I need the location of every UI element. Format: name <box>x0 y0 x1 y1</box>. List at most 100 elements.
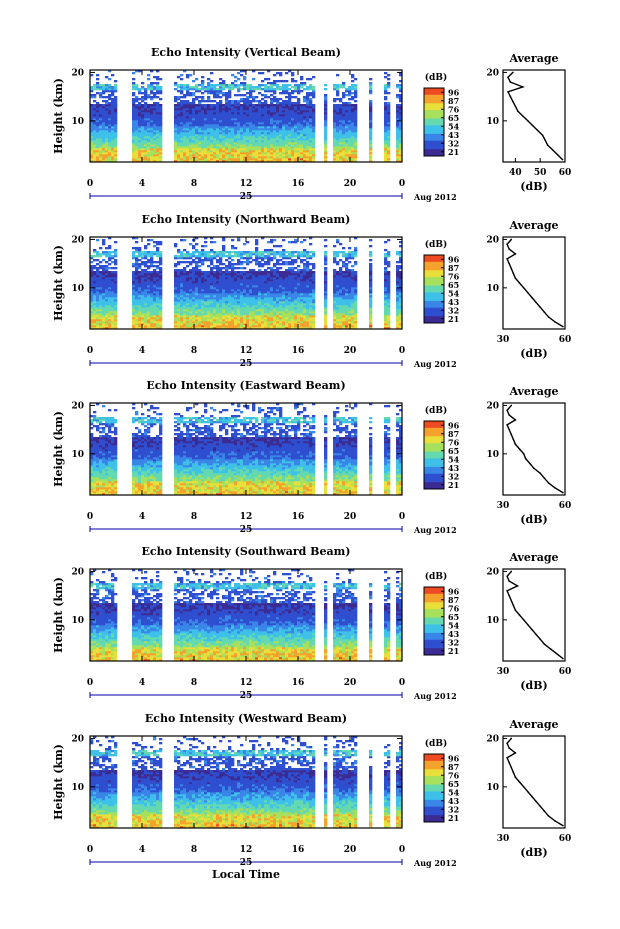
heatmap-cell <box>105 291 109 294</box>
heatmap-cell <box>114 128 118 131</box>
heatmap-cell <box>342 106 346 109</box>
heatmap-cell <box>111 307 115 310</box>
heatmap-cell <box>189 108 193 111</box>
heatmap-cell <box>246 116 250 119</box>
heatmap-cell <box>342 112 346 115</box>
heatmap-cell <box>225 271 229 274</box>
heatmap-cell <box>156 303 160 306</box>
heatmap-cell <box>99 295 103 298</box>
heatmap-cell <box>183 269 187 272</box>
heatmap-cell <box>141 110 145 113</box>
heatmap-cell <box>252 301 256 304</box>
heatmap-cell <box>96 307 100 310</box>
heatmap-cell <box>252 146 256 149</box>
heatmap-cell <box>399 88 403 91</box>
avg-x-tick-label: 40 <box>509 168 522 178</box>
heatmap-cell <box>156 295 160 298</box>
heatmap-cell <box>210 154 214 157</box>
heatmap-cell <box>282 136 286 139</box>
heatmap-cell <box>213 325 217 328</box>
heatmap-cell <box>210 142 214 145</box>
heatmap-cell <box>306 152 310 155</box>
heatmap-cell <box>264 275 268 278</box>
heatmap-cell <box>267 267 271 270</box>
heatmap-cell <box>267 106 271 109</box>
heatmap-cell <box>291 120 295 123</box>
heatmap-cell <box>396 142 400 145</box>
heatmap-cell <box>132 263 136 266</box>
heatmap-cell <box>204 130 208 133</box>
heatmap-cell <box>231 271 235 274</box>
heatmap-cell <box>153 106 157 109</box>
heatmap-cell <box>195 257 199 260</box>
heatmap-cell <box>183 285 187 288</box>
heatmap-cell <box>195 114 199 117</box>
heatmap-cell <box>198 287 202 290</box>
heatmap-cell <box>192 94 196 97</box>
heatmap-cell <box>114 309 118 312</box>
heatmap-cell <box>174 327 178 330</box>
heatmap-cell <box>93 144 97 147</box>
heatmap-cell <box>96 253 100 256</box>
heatmap-cell <box>213 319 217 322</box>
heatmap-cell <box>291 148 295 151</box>
heatmap-cell <box>369 88 373 91</box>
heatmap-cell <box>150 138 154 141</box>
heatmap-cell <box>93 86 97 89</box>
heatmap-cell <box>189 104 193 107</box>
heatmap-cell <box>216 297 220 300</box>
heatmap-cell <box>291 142 295 145</box>
heatmap-cell <box>159 315 163 318</box>
heatmap-cell <box>246 140 250 143</box>
heatmap-cell <box>99 116 103 119</box>
heatmap-cell <box>141 277 145 280</box>
average-profile-point <box>544 139 546 141</box>
heatmap-cell <box>204 104 208 107</box>
heatmap-cell <box>159 323 163 326</box>
heatmap-cell <box>384 158 388 161</box>
heatmap-cell <box>345 144 349 147</box>
heatmap-cell <box>111 281 115 284</box>
heatmap-cell <box>186 261 190 264</box>
heatmap-cell <box>192 152 196 155</box>
heatmap-cell <box>264 309 268 312</box>
heatmap-cell <box>138 88 142 91</box>
heatmap-cell <box>138 323 142 326</box>
heatmap-cell <box>219 287 223 290</box>
heatmap-cell <box>294 124 298 127</box>
heatmap-cell <box>264 251 268 254</box>
heatmap-cell <box>237 255 241 258</box>
heatmap-cell <box>99 317 103 320</box>
heatmap-cell <box>345 130 349 133</box>
heatmap-cell <box>99 108 103 111</box>
heatmap-cell <box>348 130 352 133</box>
heatmap-cell <box>345 136 349 139</box>
heatmap-cell <box>210 124 214 127</box>
heatmap-cell <box>177 90 181 93</box>
heatmap-cell <box>291 132 295 135</box>
heatmap-cell <box>399 86 403 89</box>
heatmap-cell <box>261 158 265 161</box>
heatmap-cell <box>324 134 328 137</box>
heatmap-cell <box>90 283 94 286</box>
heatmap-cell <box>303 152 307 155</box>
heatmap-cell <box>279 120 283 123</box>
heatmap-cell <box>309 126 313 129</box>
heatmap-cell <box>210 241 214 244</box>
heatmap-cell <box>204 154 208 157</box>
heatmap-cell <box>207 321 211 324</box>
heatmap-cell <box>207 323 211 326</box>
heatmap-cell <box>219 283 223 286</box>
heatmap-cell <box>309 136 313 139</box>
heatmap-cell <box>192 293 196 296</box>
heatmap-cell <box>384 96 388 99</box>
heatmap-cell <box>156 325 160 328</box>
heatmap-cell <box>90 136 94 139</box>
heatmap-cell <box>270 307 274 310</box>
heatmap-cell <box>288 146 292 149</box>
heatmap-cell <box>267 325 271 328</box>
heatmap-cell <box>249 142 253 145</box>
heatmap-cell <box>228 116 232 119</box>
heatmap-cell <box>255 293 259 296</box>
heatmap-cell <box>144 104 148 107</box>
